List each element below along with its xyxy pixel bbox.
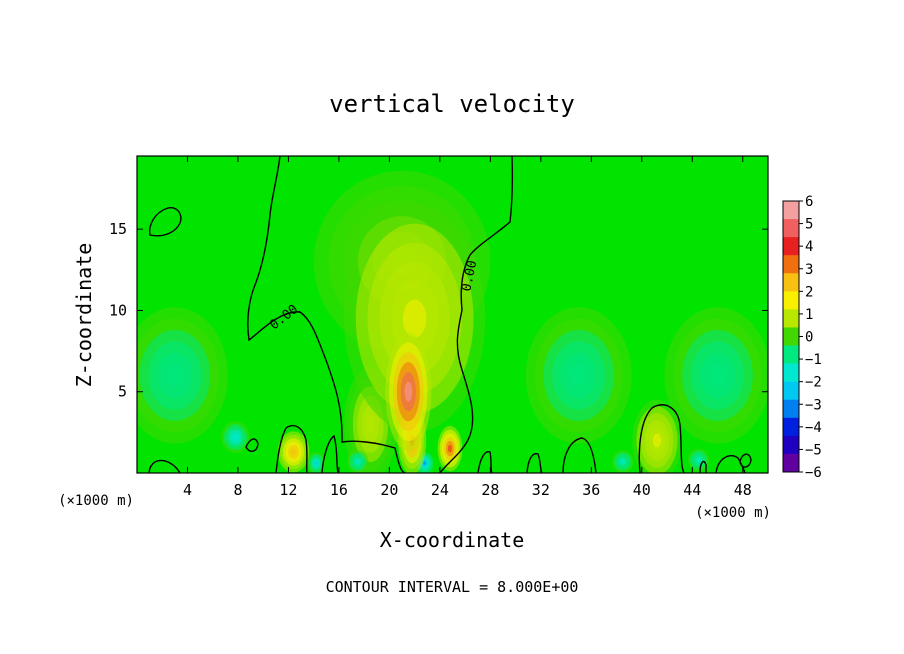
- colorbar-tick-label: 4: [805, 239, 813, 255]
- x-tick-label: 40: [633, 481, 651, 499]
- colorbar-tick-label: 5: [805, 217, 813, 233]
- x-tick-label: 20: [380, 481, 398, 499]
- contour-interval-note: CONTOUR INTERVAL = 8.000E+00: [326, 578, 579, 596]
- colorbar-swatch: [783, 363, 799, 382]
- x-unit-right: (×1000 m): [695, 505, 771, 521]
- plot-frame: [136, 155, 769, 474]
- contour-blob-2: [148, 459, 181, 473]
- field-cell: [402, 299, 427, 338]
- y-axis-label: Z-coordinate: [72, 243, 96, 388]
- colorbar-swatch: [783, 399, 799, 419]
- colorbar-tick-label: 1: [805, 307, 813, 323]
- colorbar-swatch: [783, 219, 799, 238]
- colorbar-swatch: [783, 255, 799, 274]
- x-tick-label: 4: [183, 481, 192, 499]
- colorbar-swatch: [783, 435, 799, 455]
- colorbar-tick-label: −4: [805, 420, 822, 436]
- x-tick-label: 36: [582, 481, 600, 499]
- colorbar-swatch: [783, 273, 799, 292]
- field-cell: [356, 459, 360, 464]
- contour-blob-8: [245, 438, 259, 452]
- field-cell: [423, 461, 427, 466]
- colorbar-swatch: [783, 291, 799, 310]
- colorbar-tick-label: 0: [805, 330, 813, 346]
- colorbar-tick-label: −2: [805, 375, 822, 391]
- chart-title: vertical velocity: [329, 90, 575, 118]
- contour-blob-36: [562, 437, 597, 473]
- colorbar-tick-label: −5: [805, 442, 822, 458]
- contour-blob-44: [699, 460, 707, 473]
- field-cell: [366, 414, 375, 434]
- colorbar-swatch: [783, 345, 799, 364]
- colorbar-swatch: [783, 201, 799, 220]
- zero-contours: [148, 156, 752, 473]
- x-tick-label: 24: [431, 481, 449, 499]
- contour-blob-28: [477, 451, 493, 473]
- field-cell: [447, 444, 453, 453]
- colorbar: 6 5 4 3 2 1 0 −1 −2 −3 −4 −5 −6: [782, 194, 822, 481]
- field-cell: [314, 461, 318, 466]
- velocity-field: 0.00 0.00: [137, 156, 768, 473]
- colorbar-swatch: [783, 453, 799, 473]
- field-cell: [708, 364, 727, 387]
- contour-left-plume: [247, 156, 406, 473]
- colorbar-tick-label: 6: [805, 194, 813, 210]
- contour-blob-40: [638, 404, 685, 473]
- contour-blob-16: [321, 434, 339, 473]
- contour-blob-46: [715, 455, 746, 473]
- field-cell: [233, 434, 238, 440]
- colorbar-swatch: [783, 237, 799, 256]
- y-axis: 5 10 15: [109, 220, 768, 401]
- colorbar-swatch: [783, 309, 799, 328]
- field-cell: [290, 448, 297, 456]
- x-unit-left: (×1000 m): [58, 493, 134, 509]
- colorbar-swatch: [783, 327, 799, 346]
- colorbar-swatch: [783, 417, 799, 437]
- contour-right-plume: [439, 156, 514, 473]
- contour-label-right: 0.00: [459, 259, 480, 293]
- field-cell: [696, 458, 701, 462]
- x-tick-label: 12: [279, 481, 297, 499]
- field-cell: [404, 381, 413, 402]
- contour-blob-48: [739, 453, 752, 468]
- x-axis-label: X-coordinate: [380, 528, 525, 552]
- field-cell: [569, 364, 588, 387]
- colorbar-swatch: [783, 381, 799, 401]
- x-tick-label: 8: [233, 481, 242, 499]
- field-cell: [652, 433, 662, 448]
- colorbar-tick-label: −1: [805, 352, 822, 368]
- x-axis: 4 8 12 16 20 24 28 32 36 40 44 48: [183, 156, 752, 499]
- x-tick-label: 32: [532, 481, 550, 499]
- x-tick-label: 16: [330, 481, 348, 499]
- field-cell: [621, 459, 625, 464]
- y-tick-label: 5: [118, 383, 127, 401]
- y-tick-label: 10: [109, 301, 127, 319]
- colorbar-tick-label: 2: [805, 284, 813, 300]
- x-tick-label: 44: [683, 481, 701, 499]
- x-tick-label: 28: [481, 481, 499, 499]
- colorbar-tick-label: 3: [805, 262, 813, 278]
- contour-upper-left-blob: [148, 207, 182, 237]
- x-tick-label: 48: [734, 481, 752, 499]
- contour-blob-12: [275, 424, 308, 473]
- colorbar-tick-label: −3: [805, 397, 822, 413]
- field-cell: [166, 364, 184, 387]
- colorbar-tick-label: −6: [805, 465, 822, 481]
- y-tick-label: 15: [109, 220, 127, 238]
